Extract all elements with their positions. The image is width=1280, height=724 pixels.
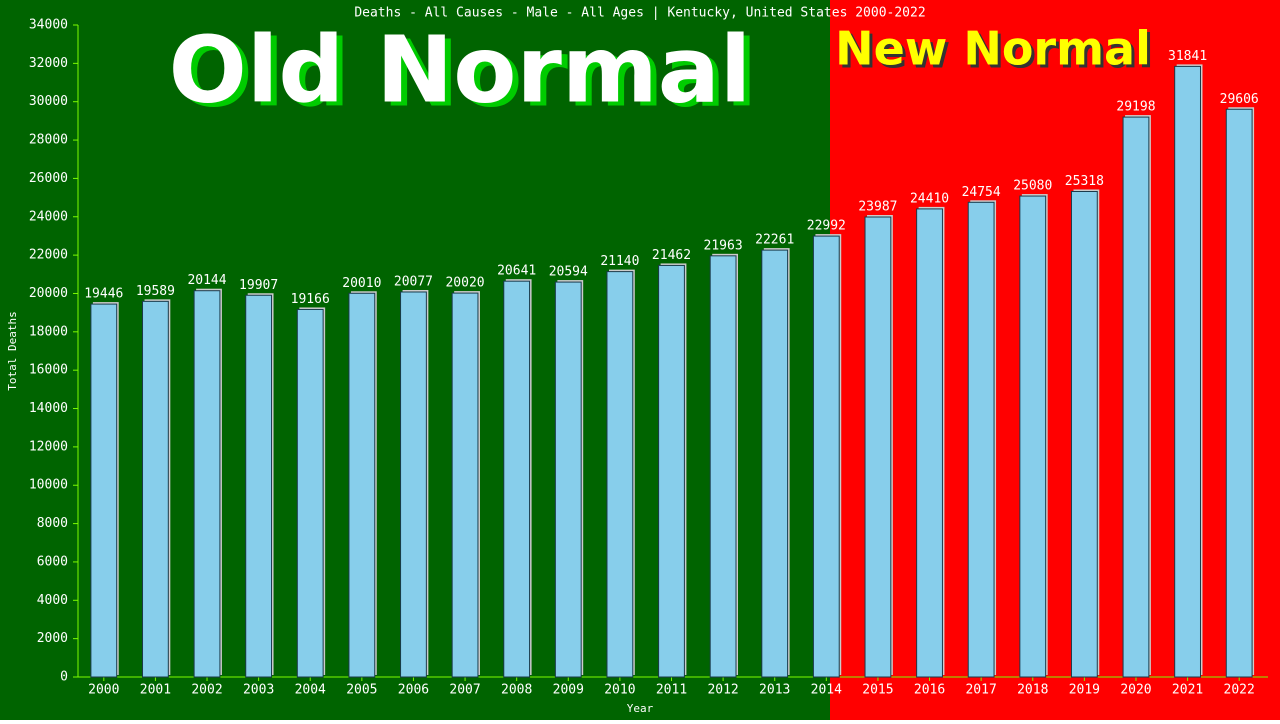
- value-label: 25080: [1013, 179, 1052, 194]
- x-tick-label: 2006: [398, 683, 429, 698]
- value-label: 20020: [445, 276, 484, 291]
- y-tick-label: 22000: [29, 248, 68, 263]
- bar: [451, 292, 479, 678]
- y-tick-label: 6000: [37, 554, 68, 569]
- bar: [554, 281, 582, 678]
- bar: [503, 280, 531, 678]
- annotation-shadow: New Normal: [838, 25, 1154, 79]
- value-label: 20144: [187, 273, 226, 288]
- chart-title: Deaths - All Causes - Male - All Ages | …: [354, 6, 925, 21]
- x-tick-label: 2016: [914, 683, 945, 698]
- value-label: 19446: [84, 287, 123, 302]
- y-tick-label: 24000: [29, 209, 68, 224]
- value-label: 19166: [291, 292, 330, 307]
- x-tick-label: 2021: [1172, 683, 1203, 698]
- value-label: 22261: [755, 233, 794, 248]
- value-label: 25318: [1065, 174, 1104, 189]
- bar: [761, 249, 789, 678]
- value-label: 20594: [549, 265, 588, 280]
- bar: [1174, 65, 1201, 678]
- bar: [90, 303, 118, 678]
- bar: [658, 264, 685, 678]
- bar: [967, 201, 995, 678]
- y-tick-label: 26000: [29, 171, 68, 186]
- x-tick-label: 2011: [656, 683, 687, 698]
- x-tick-label: 2001: [140, 683, 171, 698]
- value-label: 23987: [858, 200, 897, 215]
- x-axis-label: Year: [627, 702, 654, 715]
- value-label: 20010: [342, 276, 381, 291]
- annotation-shadow: Old Normal: [175, 20, 758, 127]
- bar: [812, 235, 840, 678]
- y-tick-label: 14000: [29, 401, 68, 416]
- bar: [606, 271, 634, 678]
- x-tick-label: 2018: [1017, 683, 1048, 698]
- x-tick-label: 2004: [295, 683, 326, 698]
- x-tick-label: 2013: [759, 683, 790, 698]
- bar: [400, 291, 427, 678]
- bar: [245, 294, 273, 678]
- bar: [1019, 195, 1047, 678]
- y-tick-label: 8000: [37, 516, 68, 531]
- x-tick-label: 2003: [243, 683, 274, 698]
- y-tick-label: 2000: [37, 631, 68, 646]
- value-label: 21140: [600, 254, 639, 269]
- x-tick-label: 2005: [346, 683, 377, 698]
- new-normal-region: [830, 0, 1280, 720]
- bar: [864, 216, 892, 678]
- y-axis-label: Total Deaths: [6, 311, 19, 390]
- value-label: 31841: [1168, 49, 1207, 64]
- bar: [916, 208, 943, 678]
- y-tick-label: 18000: [29, 324, 68, 339]
- value-label: 20077: [394, 274, 433, 289]
- value-label: 19907: [239, 278, 278, 293]
- x-tick-label: 2019: [1069, 683, 1100, 698]
- value-label: 20641: [497, 264, 536, 279]
- value-label: 29606: [1220, 92, 1259, 107]
- x-tick-label: 2015: [862, 683, 893, 698]
- annotation: Old Normal: [169, 16, 752, 123]
- x-tick-label: 2012: [707, 683, 738, 698]
- bar: [1122, 116, 1150, 678]
- bar: [193, 290, 221, 678]
- bar: [296, 308, 324, 678]
- value-label: 22992: [807, 219, 846, 234]
- value-label: 21462: [652, 248, 691, 263]
- value-label: 29198: [1116, 100, 1155, 115]
- x-tick-label: 2010: [604, 683, 635, 698]
- y-tick-label: 34000: [29, 18, 68, 33]
- y-tick-label: 32000: [29, 56, 68, 71]
- value-label: 21963: [704, 238, 743, 253]
- x-tick-label: 2000: [88, 683, 119, 698]
- y-tick-label: 0: [60, 670, 68, 685]
- y-tick-label: 28000: [29, 133, 68, 148]
- x-tick-label: 2022: [1224, 683, 1255, 698]
- value-label: 24410: [910, 191, 949, 206]
- x-tick-label: 2008: [501, 683, 532, 698]
- x-tick-label: 2017: [965, 683, 996, 698]
- x-tick-label: 2007: [449, 683, 480, 698]
- value-label: 24754: [962, 185, 1001, 200]
- y-tick-label: 16000: [29, 363, 68, 378]
- y-tick-label: 30000: [29, 94, 68, 109]
- bar: [348, 292, 376, 678]
- x-tick-label: 2009: [553, 683, 584, 698]
- x-tick-label: 2002: [191, 683, 222, 698]
- y-tick-label: 20000: [29, 286, 68, 301]
- y-tick-label: 4000: [37, 593, 68, 608]
- bar: [709, 255, 737, 678]
- bar: [142, 300, 169, 678]
- x-tick-label: 2020: [1120, 683, 1151, 698]
- x-tick-label: 2014: [811, 683, 842, 698]
- y-tick-label: 10000: [29, 478, 68, 493]
- annotation: New Normal: [835, 22, 1151, 76]
- bar: [1225, 108, 1253, 678]
- bar: [1070, 190, 1098, 678]
- value-label: 19589: [136, 284, 175, 299]
- y-tick-label: 12000: [29, 439, 68, 454]
